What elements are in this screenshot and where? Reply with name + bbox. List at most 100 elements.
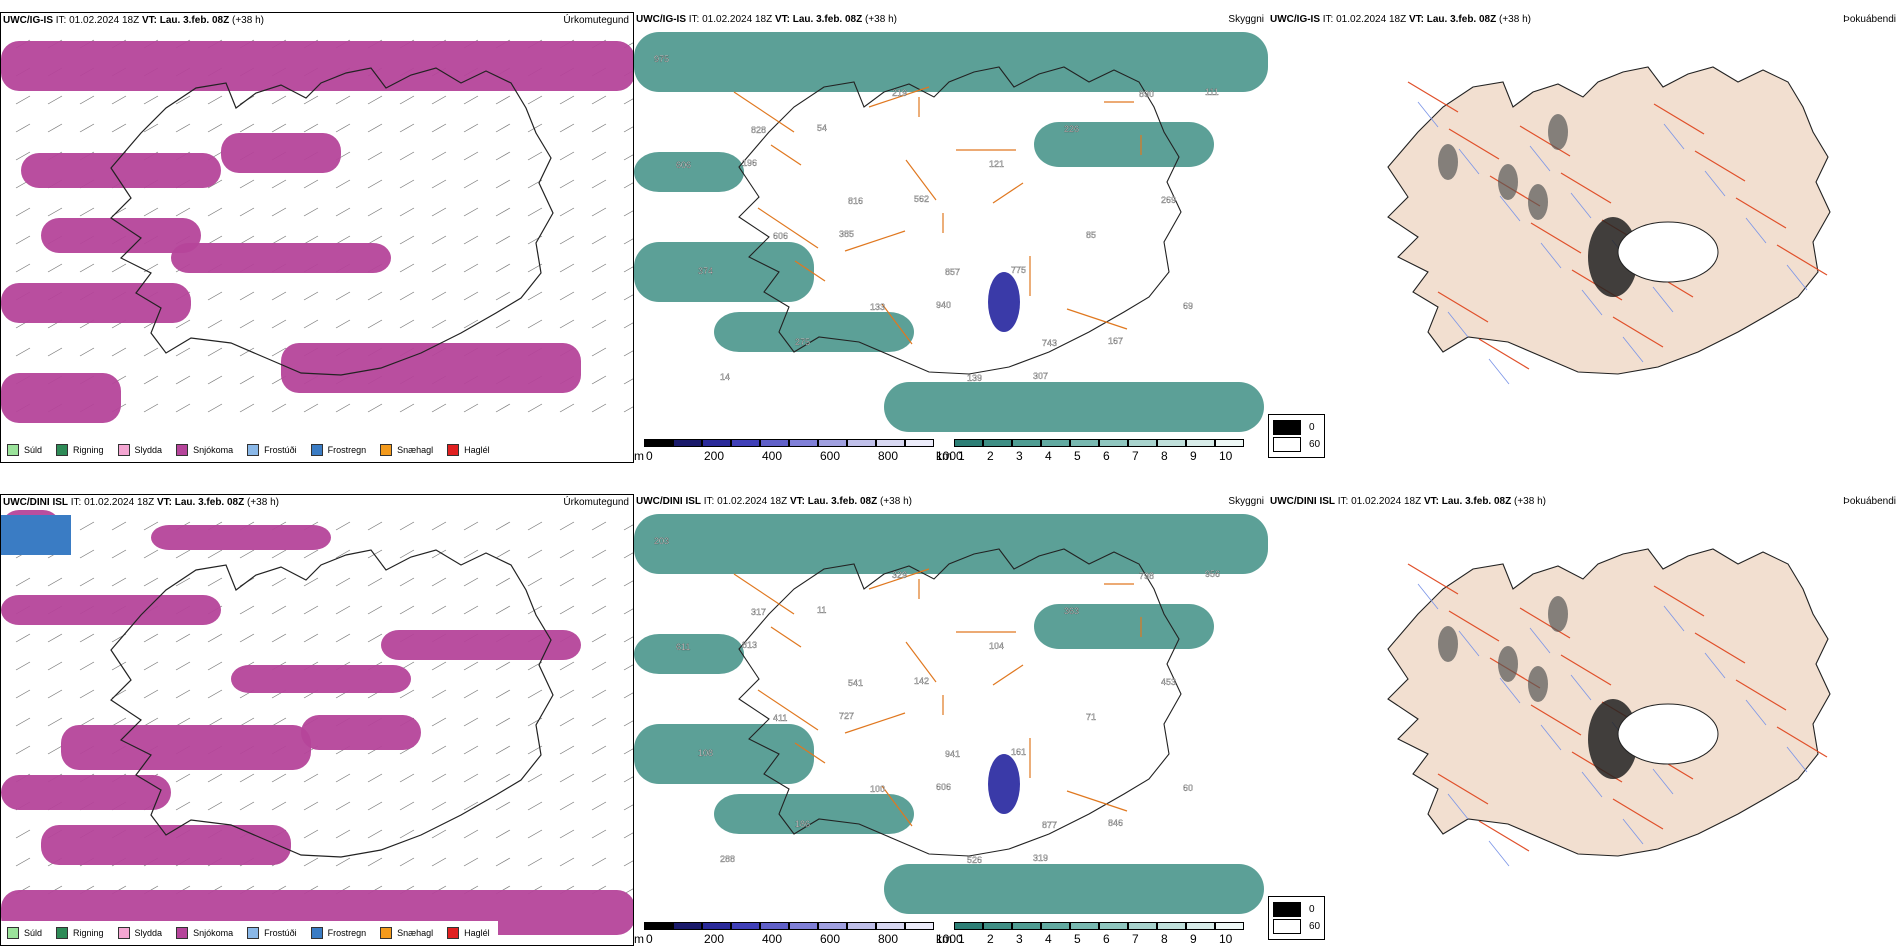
wind-barb: [143, 375, 159, 385]
wind-barb: [559, 745, 575, 755]
wind-barb: [431, 773, 447, 783]
road: [770, 144, 802, 166]
wind-barb: [399, 521, 415, 531]
scale-tick: 8: [1161, 932, 1168, 946]
panel-title: UWC/IG-IS IT: 01.02.2024 18Z VT: Lau. 3.…: [636, 14, 897, 25]
road: [1448, 128, 1500, 160]
glacier: [1617, 703, 1719, 765]
visibility-area: [884, 382, 1264, 432]
legend-swatch: [56, 927, 69, 939]
wind-barb: [463, 549, 479, 559]
legend-swatch: [447, 444, 460, 456]
road: [1437, 291, 1489, 323]
wind-barb: [463, 403, 479, 413]
scale-swatch: [847, 922, 876, 930]
snow-area: [151, 525, 331, 550]
wind-barb: [335, 123, 351, 133]
wind-barb: [79, 207, 95, 217]
visibility-label: 14: [720, 372, 730, 382]
visibility-label: 121: [989, 159, 1004, 169]
legend-swatch: [7, 927, 19, 939]
wind-barb: [143, 347, 159, 357]
scale-swatch: [1070, 922, 1099, 930]
scale-swatch: [1128, 439, 1157, 447]
wind-barb: [431, 661, 447, 671]
wind-barb: [239, 319, 255, 329]
wind-barb: [303, 829, 319, 839]
scale-tick: 0: [646, 449, 653, 463]
wind-barb: [143, 689, 159, 699]
wind-barb: [239, 235, 255, 245]
river: [1652, 768, 1674, 795]
scale-tick: 1000: [936, 449, 963, 463]
wind-barb: [143, 717, 159, 727]
wind-barb: [559, 717, 575, 727]
wind-barb: [559, 801, 575, 811]
wind-barb: [495, 403, 511, 413]
wind-barb: [335, 179, 351, 189]
glacier: [1617, 221, 1719, 283]
fog-legend: 0 60: [1268, 414, 1326, 458]
wind-barb: [495, 773, 511, 783]
wind-barb: [239, 375, 255, 385]
legend-swatch: [117, 444, 130, 456]
visibility-label: 60: [1183, 783, 1193, 793]
wind-barb: [495, 577, 511, 587]
wind-barb: [495, 123, 511, 133]
wind-barb: [47, 577, 63, 587]
visibility-area: [884, 864, 1264, 914]
wind-barb: [623, 154, 633, 161]
wind-barb: [431, 689, 447, 699]
wind-barb: [559, 829, 575, 839]
road: [794, 260, 826, 282]
legend-label: Haglél: [464, 445, 490, 455]
scale-swatch: [954, 439, 983, 447]
road: [1478, 338, 1530, 370]
wind-barb: [271, 179, 287, 189]
wind-barb: [15, 661, 31, 671]
wind-barb: [431, 829, 447, 839]
wind-barb: [303, 605, 319, 615]
wind-barb: [527, 319, 543, 329]
wind-barb: [623, 378, 633, 385]
visibility-label: 104: [989, 641, 1004, 651]
wind-barb: [303, 291, 319, 301]
wind-barb: [79, 123, 95, 133]
wind-barb: [623, 98, 633, 105]
road: [1437, 773, 1489, 805]
scale-unit: km: [936, 932, 952, 946]
road: [1735, 679, 1787, 711]
scale-tick: 1: [958, 932, 965, 946]
scale-swatch: [644, 439, 673, 447]
road: [844, 712, 906, 734]
wind-barb: [335, 773, 351, 783]
road: [770, 626, 802, 648]
wind-barb: [271, 123, 287, 133]
wind-barb: [79, 661, 95, 671]
river: [1786, 746, 1808, 773]
visibility-label: 606: [936, 782, 951, 792]
snow-area: [221, 133, 341, 173]
wind-barb: [591, 689, 607, 699]
wind-barb: [367, 151, 383, 161]
wind-barb: [335, 633, 351, 643]
wind-barb: [527, 403, 543, 413]
wind-barb: [271, 801, 287, 811]
river: [1581, 771, 1603, 798]
wind-barb: [207, 633, 223, 643]
wind-barb: [527, 291, 543, 301]
wind-barb: [47, 633, 63, 643]
wind-barb: [623, 720, 633, 727]
scale-swatch: [1012, 439, 1041, 447]
wind-barb: [591, 235, 607, 245]
visibility-label: 54: [817, 123, 827, 133]
wind-barb: [527, 773, 543, 783]
river: [1745, 217, 1767, 244]
scale-swatch: [954, 922, 983, 930]
scale-swatch: [1215, 439, 1244, 447]
visibility-label: 363: [1064, 606, 1079, 616]
wind-barb: [559, 549, 575, 559]
wind-barb: [47, 347, 63, 357]
low-visibility-area: [988, 272, 1020, 332]
legend-label: Snjókoma: [193, 445, 234, 455]
